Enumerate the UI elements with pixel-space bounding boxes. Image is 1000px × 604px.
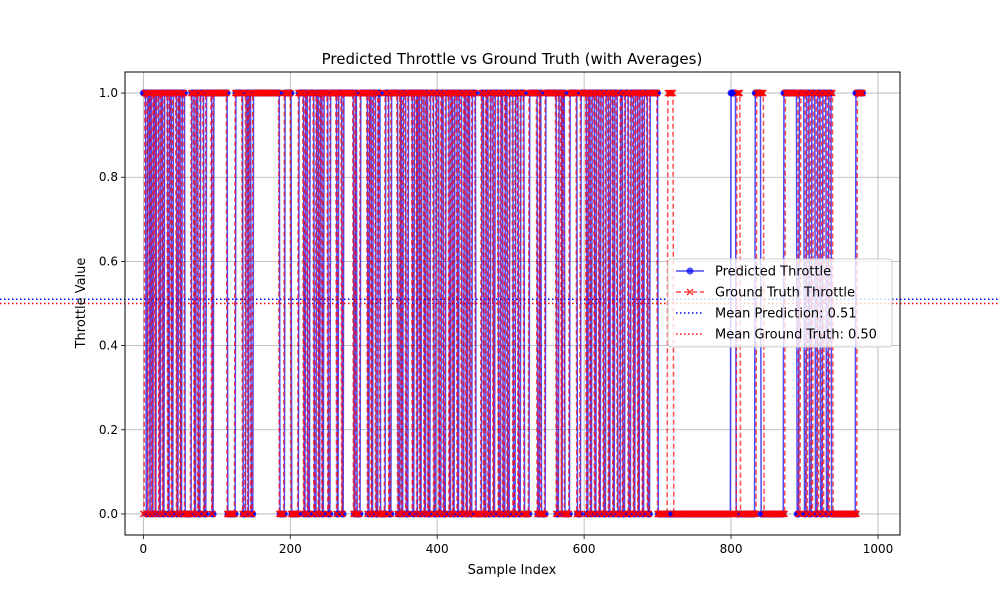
ground-truth-point bbox=[524, 510, 532, 518]
x-tick-label: 200 bbox=[279, 542, 302, 556]
x-tick-label: 400 bbox=[426, 542, 449, 556]
legend-predicted-label: Predicted Throttle bbox=[715, 265, 831, 280]
ground-truth-point bbox=[565, 510, 573, 518]
y-axis-label: Throttle Value bbox=[74, 258, 89, 350]
ground-truth-point bbox=[471, 89, 479, 97]
ground-truth-point bbox=[241, 510, 249, 518]
ground-truth-point bbox=[230, 510, 238, 518]
y-tick-label: 0.0 bbox=[99, 507, 118, 521]
ground-truth-point bbox=[560, 89, 568, 97]
x-tick-label: 0 bbox=[140, 542, 148, 556]
ground-truth-point bbox=[859, 89, 866, 97]
ground-truth-point bbox=[305, 510, 313, 518]
ground-truth-point bbox=[208, 510, 216, 518]
x-tick-label: 800 bbox=[720, 542, 743, 556]
legend: Predicted Throttle Ground Truth Throttle… bbox=[667, 258, 893, 348]
y-tick-label: 0.4 bbox=[99, 339, 118, 353]
y-tick-label: 0.8 bbox=[99, 170, 118, 184]
legend-box bbox=[667, 258, 893, 348]
legend-ground-truth-marker bbox=[686, 288, 694, 296]
ground-truth-point bbox=[325, 510, 333, 518]
ground-truth-point bbox=[338, 510, 346, 518]
ground-truth-point bbox=[759, 89, 767, 97]
ground-truth-point bbox=[319, 510, 327, 518]
ground-truth-point bbox=[243, 89, 251, 97]
ground-truth-series bbox=[139, 89, 866, 518]
ground-truth-point bbox=[180, 89, 188, 97]
legend-mean-ground-truth-label: Mean Ground Truth: 0.50 bbox=[715, 328, 877, 343]
ground-truth-point bbox=[403, 510, 411, 518]
ground-truth-point bbox=[148, 510, 156, 518]
ground-truth-point bbox=[280, 510, 288, 518]
ground-truth-point bbox=[853, 510, 861, 518]
ground-truth-point bbox=[576, 510, 584, 518]
ground-truth-point bbox=[828, 89, 836, 97]
ground-truth-point bbox=[349, 89, 357, 97]
ground-truth-point bbox=[222, 89, 230, 97]
y-tick-label: 1.0 bbox=[99, 86, 118, 100]
ground-truth-point bbox=[386, 510, 394, 518]
ground-truth-point bbox=[540, 510, 548, 518]
ground-truth-point bbox=[653, 89, 661, 97]
ground-truth-point bbox=[536, 89, 544, 97]
x-tick-label: 1000 bbox=[863, 542, 894, 556]
ground-truth-point bbox=[248, 510, 256, 518]
ground-truth-point bbox=[663, 510, 671, 518]
series-layer bbox=[139, 89, 867, 518]
ground-truth-point bbox=[645, 510, 653, 518]
x-tick-label: 600 bbox=[573, 542, 596, 556]
axes-frame bbox=[124, 71, 901, 536]
ground-truth-point bbox=[752, 510, 760, 518]
ground-truth-point bbox=[557, 89, 565, 97]
ground-truth-point bbox=[669, 89, 677, 97]
ground-truth-point bbox=[294, 510, 302, 518]
ground-truth-point bbox=[736, 89, 744, 97]
ground-truth-point bbox=[375, 89, 383, 97]
ground-truth-point bbox=[412, 89, 420, 97]
y-tick-label: 0.2 bbox=[99, 423, 118, 437]
legend-predicted-marker bbox=[686, 267, 694, 275]
ground-truth-point bbox=[781, 510, 789, 518]
x-axis-label: Sample Index bbox=[468, 563, 557, 578]
ground-truth-point bbox=[275, 89, 282, 97]
ground-truth-point bbox=[519, 89, 527, 97]
ground-truth-point bbox=[201, 510, 209, 518]
legend-mean-prediction-label: Mean Prediction: 0.51 bbox=[715, 307, 857, 322]
legend-ground-truth-label: Ground Truth Throttle bbox=[715, 286, 855, 301]
y-tick-label: 0.6 bbox=[99, 254, 118, 268]
tick-layer: 0 200 400 600 800 1000 0.0 0.2 0.4 0.6 0.8 1.0 bbox=[99, 86, 893, 556]
ground-truth-point bbox=[355, 510, 363, 518]
chart-title: Predicted Throttle vs Ground Truth (with… bbox=[322, 50, 703, 68]
ground-truth-point bbox=[395, 510, 403, 518]
ground-truth-point bbox=[796, 510, 804, 518]
ground-truth-point bbox=[286, 89, 294, 97]
